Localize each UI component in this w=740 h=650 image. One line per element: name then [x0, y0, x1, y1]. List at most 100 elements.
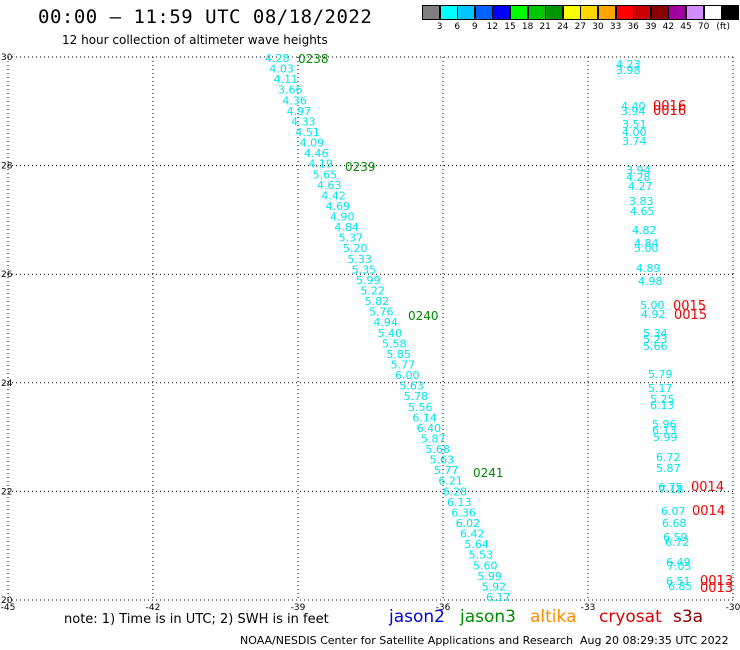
wave-height-value: 4.51	[295, 126, 320, 139]
color-scale-label: 6	[454, 22, 461, 32]
color-swatch	[457, 5, 476, 20]
wave-height-value: 5.35	[352, 263, 377, 276]
wave-height-value: 5.34	[643, 327, 668, 340]
wave-height-value: 5.00	[640, 299, 665, 312]
lon-tick-label: -45	[1, 603, 16, 613]
wave-height-value: 4.89	[636, 262, 661, 275]
lon-tick-label: -33	[581, 603, 596, 613]
wave-height-value: 4.11	[274, 73, 299, 86]
wave-height-value: 5.20	[343, 242, 368, 255]
wave-height-value: 5.53	[469, 549, 494, 562]
pass-time-label: 0013	[700, 581, 733, 596]
lon-tick-label: -30	[726, 603, 740, 613]
wave-height-value: 3.83	[629, 195, 654, 208]
wave-height-value: 5.56	[408, 401, 433, 414]
color-scale-label: 18	[521, 22, 534, 32]
wave-height-value: 4.63	[317, 179, 342, 192]
wave-height-value: 6.28	[443, 485, 468, 498]
color-scale-label: 24	[557, 22, 569, 32]
color-swatch	[580, 5, 599, 20]
color-swatch	[545, 5, 564, 20]
color-scale-label: 33	[609, 22, 622, 32]
wave-height-value: 6.00	[395, 369, 420, 382]
color-swatch	[650, 5, 669, 20]
wave-height-value: 6.51	[666, 575, 691, 588]
wave-height-value: 4.28	[265, 52, 290, 65]
wave-height-value: 5.99	[477, 570, 502, 583]
wave-height-value: 5.37	[339, 232, 364, 245]
color-swatch	[562, 5, 581, 20]
wave-height-value: 6.59	[663, 531, 688, 544]
wave-height-value: 6.72	[665, 536, 690, 549]
wave-height-value: 5.85	[386, 348, 411, 361]
wave-height-value: 6.02	[456, 517, 481, 530]
credit-text: NOAA/NESDIS Center for Satellite Applica…	[240, 634, 574, 647]
legend-altika: altika	[530, 607, 577, 627]
pass-time-label: 0015	[673, 299, 706, 314]
wave-height-value: 5.82	[365, 295, 390, 308]
wave-height-value: 4.00	[622, 126, 647, 139]
pass-time-label: 0016	[653, 104, 686, 119]
wave-height-value: 6.85	[668, 580, 693, 593]
color-scale-unit: (ft)	[716, 22, 730, 32]
lon-tick-label: -36	[436, 603, 451, 613]
wave-height-value: 3.98	[616, 64, 641, 77]
wave-height-value: 6.36	[451, 506, 476, 519]
wave-height-value: 4.09	[300, 137, 325, 150]
wave-height-value: 4.98	[638, 275, 663, 288]
wave-height-value: 4.94	[373, 316, 398, 329]
legend-s3a: s3a	[673, 607, 704, 627]
wave-height-value: 5.40	[378, 327, 403, 340]
color-swatch	[527, 5, 546, 20]
wave-height-value: 4.28	[626, 171, 651, 184]
wave-height-value: 5.33	[347, 253, 372, 266]
wave-height-value: 4.36	[282, 94, 307, 107]
wave-height-value: 6.07	[661, 505, 686, 518]
color-scale-label: 9	[471, 22, 478, 32]
wave-height-value: 6.14	[412, 411, 437, 424]
wave-height-value: 4.90	[330, 211, 355, 224]
wave-height-value: 5.66	[643, 340, 668, 353]
color-scale-label: 3	[436, 22, 443, 32]
pass-time-label: 0238	[298, 52, 329, 66]
wave-height-value: 4.82	[632, 224, 657, 237]
wave-height-value: 7.05	[667, 560, 692, 573]
wave-height-value: 5.17	[648, 382, 673, 395]
wave-height-value: 6.17	[486, 591, 511, 604]
color-swatch	[668, 5, 687, 20]
legend-cryosat: cryosat	[599, 607, 662, 627]
wave-height-value: 5.64	[464, 538, 489, 551]
lat-tick-label: 26	[1, 270, 13, 280]
color-scale-label: 15	[504, 22, 516, 32]
color-scale-label: 42	[662, 22, 675, 32]
wave-height-value: 4.65	[630, 205, 655, 218]
wave-height-value: 6.21	[438, 475, 463, 488]
wave-height-value: 3.66	[278, 84, 303, 97]
color-scale-legend: 3 6 9 12 15 18 21 24 27 30 33 36 39 42 45 70 (ft)	[422, 5, 740, 39]
wave-height-value: 6.72	[656, 451, 681, 464]
wave-height-value: 4.46	[304, 147, 329, 160]
wave-height-value: 5.99	[356, 274, 381, 287]
wave-height-value: 5.78	[404, 390, 429, 403]
color-swatch	[598, 5, 616, 20]
axis-labels: -45 -42 -39 -36 -33 -30 30 28 26 24 22 20	[1, 53, 740, 613]
color-swatch	[422, 5, 440, 20]
wave-height-value: 6.49	[666, 556, 691, 569]
legend-jason3: jason3	[460, 607, 516, 627]
pass-time-label: 0241	[473, 466, 504, 480]
color-scale-label: 70	[697, 22, 710, 32]
legend-jason2: jason2	[389, 607, 445, 627]
lat-tick-label: 20	[1, 596, 13, 606]
color-swatch	[439, 5, 458, 20]
color-scale-label: 30	[592, 22, 604, 32]
wave-height-value: 7.18	[659, 483, 684, 496]
map-subtitle: 12 hour collection of altimeter wave hei…	[62, 33, 328, 47]
wave-height-value: 5.68	[425, 443, 450, 456]
wave-height-value: 5.23	[643, 333, 668, 346]
lat-tick-label: 24	[1, 379, 13, 389]
color-swatch	[510, 5, 528, 20]
color-swatch	[721, 5, 740, 20]
wave-height-value: 6.13	[650, 399, 675, 412]
